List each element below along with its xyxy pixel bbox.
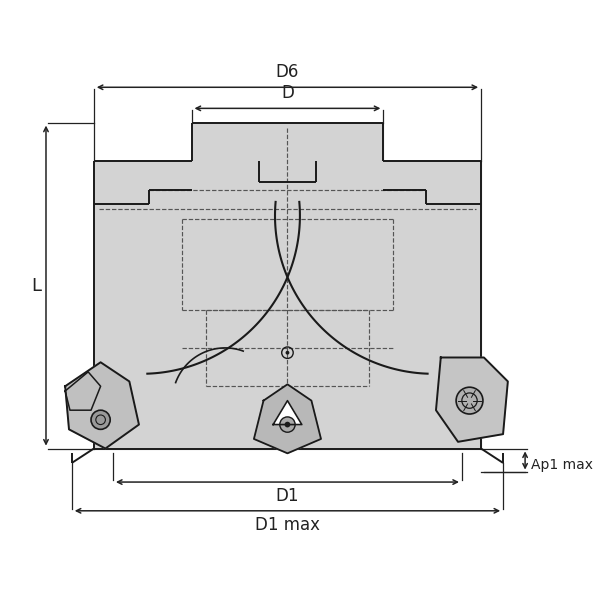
Text: Ap1 max: Ap1 max	[531, 458, 593, 472]
Circle shape	[456, 387, 483, 414]
Polygon shape	[65, 372, 101, 410]
Polygon shape	[191, 123, 383, 161]
Text: D1 max: D1 max	[255, 515, 320, 533]
Text: D1: D1	[276, 487, 299, 505]
Polygon shape	[273, 401, 302, 425]
Polygon shape	[254, 385, 321, 454]
Text: L: L	[31, 277, 41, 295]
Circle shape	[284, 422, 290, 427]
Circle shape	[91, 410, 110, 430]
Circle shape	[280, 417, 295, 432]
Text: D6: D6	[276, 62, 299, 80]
Polygon shape	[65, 362, 139, 449]
Text: D: D	[281, 83, 294, 101]
Polygon shape	[94, 161, 481, 449]
Circle shape	[286, 351, 289, 355]
Polygon shape	[436, 358, 508, 442]
